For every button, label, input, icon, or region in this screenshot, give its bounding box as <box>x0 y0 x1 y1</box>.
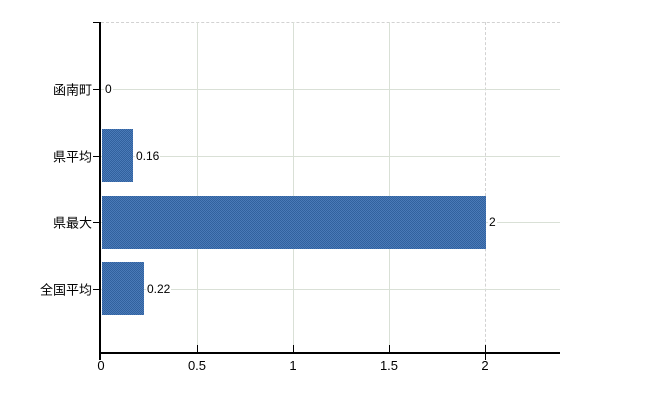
category-label: 函南町 <box>52 82 92 98</box>
bar-value-label: 2 <box>488 215 497 229</box>
x-axis-tick-label: 0.5 <box>187 358 207 373</box>
x-axis-outer-tick <box>485 354 486 360</box>
x-axis-tick-label: 1.5 <box>379 358 399 373</box>
bar <box>102 262 144 315</box>
x-axis <box>99 352 560 354</box>
category-label: 県最大 <box>52 215 92 231</box>
x-axis-inner-tick <box>293 345 294 352</box>
bar-value-label: 0.16 <box>135 148 161 163</box>
vertical-gridline <box>197 22 198 352</box>
y-axis <box>99 22 101 360</box>
bar-value-label: 0 <box>104 82 113 96</box>
horizontal-gridline <box>101 288 560 290</box>
plot-top-border <box>101 22 560 23</box>
horizontal-gridline <box>101 155 560 157</box>
y-axis-tick <box>93 288 100 290</box>
bar-value-label: 0.22 <box>146 281 172 296</box>
horizontal-gridline <box>101 89 560 90</box>
y-axis-tick <box>93 89 100 90</box>
bar <box>102 195 486 249</box>
vertical-gridline <box>389 22 390 352</box>
x-axis-tick-label: 1 <box>289 358 297 373</box>
y-axis-tick <box>93 155 100 157</box>
x-axis-inner-tick <box>389 345 390 352</box>
x-axis-inner-tick <box>485 345 486 352</box>
x-axis-inner-tick <box>197 345 198 352</box>
vertical-gridline <box>485 22 486 352</box>
bar <box>102 129 133 182</box>
category-label: 全国平均 <box>39 282 92 297</box>
y-axis-tick <box>93 222 100 223</box>
x-axis-tick-label: 2 <box>481 358 489 373</box>
x-axis-tick-label: 0 <box>97 358 105 373</box>
vertical-gridline <box>293 22 294 352</box>
category-label: 県平均 <box>52 149 92 164</box>
y-axis-tick <box>93 22 100 23</box>
